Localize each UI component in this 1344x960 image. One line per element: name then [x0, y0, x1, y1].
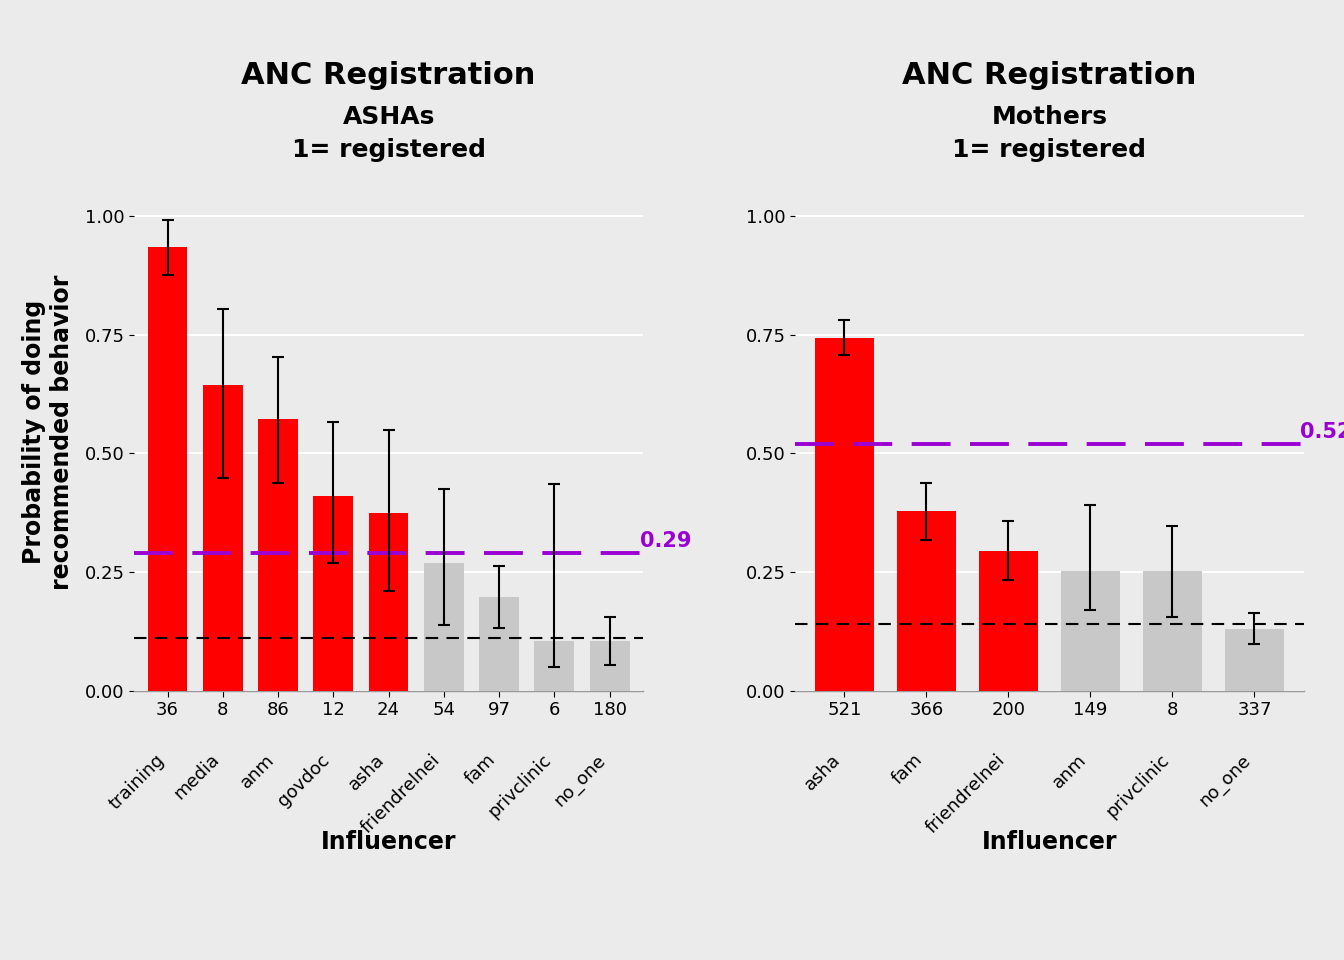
Bar	[258, 420, 298, 691]
Text: no_one: no_one	[551, 751, 610, 809]
Text: govdoc: govdoc	[274, 751, 333, 809]
Bar	[203, 385, 243, 691]
Text: Mothers: Mothers	[992, 105, 1107, 129]
Y-axis label: Probability of doing
recommended behavior: Probability of doing recommended behavio…	[22, 275, 74, 589]
Text: media: media	[171, 751, 223, 804]
Text: anm: anm	[237, 751, 278, 792]
Text: 1= registered: 1= registered	[953, 138, 1146, 162]
Text: privclinic: privclinic	[1102, 751, 1172, 821]
Bar	[814, 338, 874, 691]
X-axis label: Influencer: Influencer	[981, 830, 1117, 854]
X-axis label: Influencer: Influencer	[321, 830, 457, 854]
Bar	[590, 641, 629, 691]
Text: training: training	[105, 751, 168, 813]
Bar	[148, 247, 187, 691]
Text: asha: asha	[801, 751, 844, 794]
Bar	[1142, 571, 1202, 691]
Text: fam: fam	[890, 751, 926, 788]
Bar	[313, 496, 353, 691]
Text: asha: asha	[345, 751, 388, 794]
Text: friendrelnei: friendrelnei	[358, 751, 444, 837]
Text: fam: fam	[462, 751, 499, 788]
Bar	[480, 597, 519, 691]
Text: no_one: no_one	[1196, 751, 1254, 809]
Bar	[423, 563, 464, 691]
Bar	[1060, 571, 1120, 691]
Bar	[368, 513, 409, 691]
Bar	[1224, 630, 1284, 691]
Text: friendrelnei: friendrelnei	[922, 751, 1008, 837]
Text: 0.52: 0.52	[1300, 421, 1344, 442]
Bar	[535, 641, 574, 691]
Text: 0.29: 0.29	[640, 531, 692, 551]
Text: ASHAs: ASHAs	[343, 105, 434, 129]
Text: anm: anm	[1050, 751, 1090, 792]
Bar	[978, 551, 1038, 691]
Text: ANC Registration: ANC Registration	[242, 60, 536, 90]
Bar	[896, 512, 956, 691]
Text: privclinic: privclinic	[484, 751, 554, 821]
Text: 1= registered: 1= registered	[292, 138, 485, 162]
Text: ANC Registration: ANC Registration	[902, 60, 1196, 90]
